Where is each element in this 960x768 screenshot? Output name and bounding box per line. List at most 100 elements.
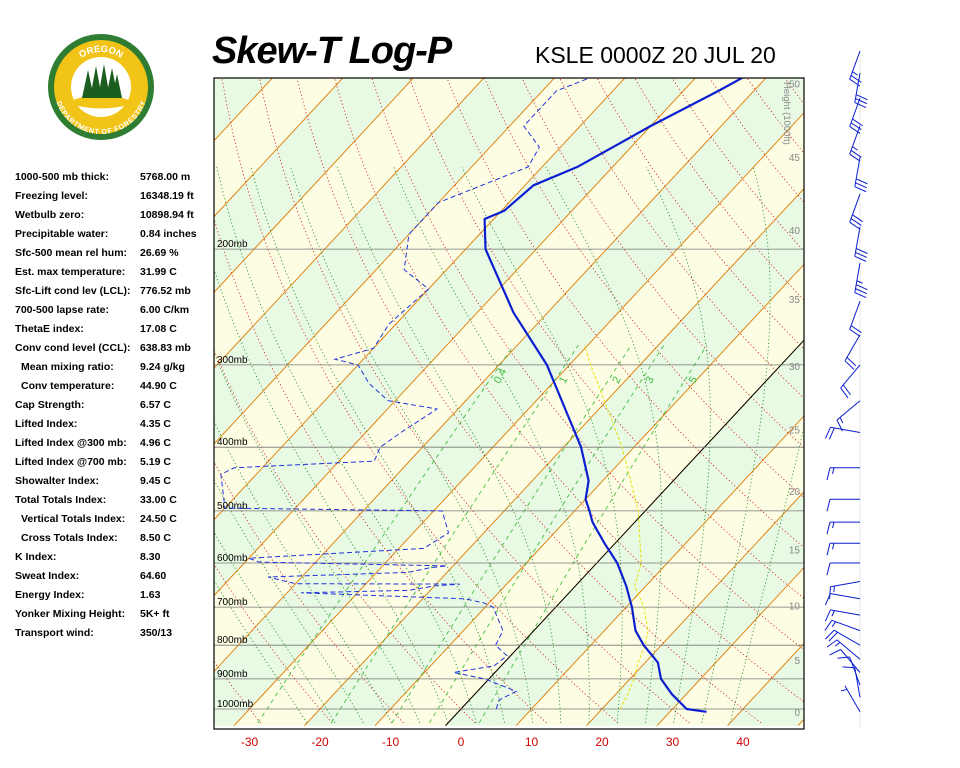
wind-barb-staff <box>849 193 861 223</box>
wind-barb <box>826 521 860 535</box>
wind-barb-staff <box>854 72 861 103</box>
index-label: Showalter Index: <box>15 475 100 487</box>
index-row: Showalter Index: 9.45 C <box>15 472 215 491</box>
index-row: Lifted Index @700 mb: 5.19 C <box>15 453 215 472</box>
wind-barb-flag <box>855 251 867 258</box>
logo-top-text: OREGON <box>77 44 125 61</box>
index-label: K Index: <box>15 551 57 563</box>
index-value: 64.60 <box>140 570 167 582</box>
wind-barb-flag <box>849 78 861 87</box>
height-tick-label: 40 <box>789 226 801 237</box>
index-row: Freezing level: 16348.19 ft <box>15 187 215 206</box>
wind-barb <box>854 262 868 299</box>
wind-barb-flag <box>829 649 841 656</box>
wind-barb-staff <box>849 125 861 155</box>
index-row: Cap Strength: 6.57 C <box>15 396 215 415</box>
index-value: 5768.00 m <box>140 171 191 183</box>
isotherm-line <box>214 78 344 218</box>
wind-barb-half-flag <box>832 522 835 529</box>
index-row: Mean mixing ratio: 9.24 g/kg <box>15 358 215 377</box>
wind-barb-half-flag <box>852 71 858 76</box>
index-label: Lifted Index @700 mb: <box>15 456 127 468</box>
index-label: Lifted Index: <box>15 418 78 430</box>
index-label: Conv temperature: <box>21 380 115 392</box>
dry-adiabat-line <box>559 78 804 399</box>
index-value: 26.69 % <box>140 247 179 259</box>
wind-barb <box>829 581 861 600</box>
wind-barbs <box>824 50 868 729</box>
wind-barb-flag <box>824 620 833 631</box>
index-label: Cross Totals Index: <box>21 532 118 544</box>
isobar-label: 600mb <box>217 553 248 564</box>
isobars: 200mb 300mb 400mb 500mb 600mb 700mb 800mb 900mb… <box>214 239 804 710</box>
wind-barb <box>824 609 861 622</box>
height-tick-label: 30 <box>789 362 801 373</box>
index-label: Conv cond level (CCL): <box>15 342 131 354</box>
wind-barb <box>840 364 861 399</box>
index-row: Total Totals Index: 33.00 C <box>15 491 215 510</box>
height-tick-label: 10 <box>789 601 801 612</box>
wind-barb <box>844 334 861 370</box>
wind-barb-flag <box>849 126 861 134</box>
stability-indices-panel: 1000-500 mb thick: 5768.00 m Freezing leve… <box>15 168 215 643</box>
index-row: Est. max temperature: 31.99 C <box>15 263 215 282</box>
temperature-tick-label: -30 <box>241 735 259 749</box>
temperature-tick-label: 0 <box>458 735 465 749</box>
index-row: Sfc-500 mean rel hum: 26.69 % <box>15 244 215 263</box>
height-tick-label: 0 <box>794 708 800 719</box>
index-label: Energy Index: <box>15 589 85 601</box>
index-row: Precipitable water: 0.84 inches <box>15 225 215 244</box>
wind-barb-flag <box>844 360 855 370</box>
wind-barb <box>849 98 864 134</box>
wind-barb-flag <box>826 467 831 480</box>
mixing-ratio-label: 3 <box>643 375 656 386</box>
wind-barb-staff <box>831 619 861 632</box>
index-value: 9.45 C <box>140 475 171 487</box>
wind-barb <box>840 685 861 713</box>
dry-adiabat-line <box>214 348 476 724</box>
isotherm-line <box>214 78 696 597</box>
index-row: Conv cond level (CCL): 638.83 mb <box>15 339 215 358</box>
wind-barb-flag <box>826 639 838 648</box>
index-value: 16348.19 ft <box>140 190 194 202</box>
wind-barb-staff <box>849 98 861 127</box>
temperature-trace <box>483 78 745 713</box>
temperature-band <box>727 643 804 726</box>
temperature-tick-label: 20 <box>595 735 609 749</box>
height-axis-label: Height (1000ft) <box>781 82 792 145</box>
wind-barb-flag <box>855 98 867 105</box>
height-tick-label: 15 <box>789 545 801 556</box>
wind-barb-flag <box>854 255 867 262</box>
mixing-ratio-label: 5 <box>687 375 700 386</box>
index-value: 10898.94 ft <box>140 209 194 221</box>
wind-barb-staff <box>844 334 861 362</box>
index-value: 5K+ ft <box>140 608 170 620</box>
wind-barb-flag <box>826 522 831 535</box>
wind-barb-flag <box>849 221 861 230</box>
index-row: Yonker Mixing Height: 5K+ ft <box>15 605 215 624</box>
wind-barb-staff <box>849 301 861 330</box>
wind-barb-staff <box>840 364 861 389</box>
temperature-tick-label: 10 <box>525 735 539 749</box>
index-label: Sweat Index: <box>15 570 80 582</box>
dry-adiabat-line <box>296 78 762 724</box>
wind-barb-staff <box>836 639 861 660</box>
dry-adiabat-line <box>214 460 404 724</box>
wind-barb-staff <box>854 157 861 187</box>
oregon-department-of-forestry-logo: OREGON DEPARTMENT OF FORESTRY <box>48 34 154 140</box>
wind-barb <box>826 542 860 556</box>
wind-barb-flag <box>849 328 861 337</box>
height-tick-label: 5 <box>794 656 800 667</box>
isobar-label: 500mb <box>217 501 248 512</box>
index-value: 17.08 C <box>140 323 177 335</box>
wind-barb-staff <box>830 609 861 616</box>
wind-barb-flag <box>850 122 862 131</box>
wind-barb-flag <box>842 384 851 396</box>
isotherm-line <box>214 78 485 369</box>
dry-adiabat-line <box>214 563 333 724</box>
index-row: 700-500 lapse rate: 6.00 C/km <box>15 301 215 320</box>
isotherm-line <box>304 187 804 726</box>
isobar-label: 900mb <box>217 669 248 680</box>
